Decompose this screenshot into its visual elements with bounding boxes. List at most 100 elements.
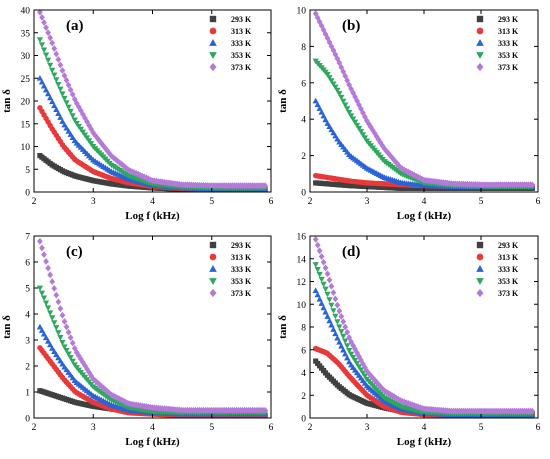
data-point: [529, 181, 536, 189]
data-point: [49, 39, 56, 47]
legend-label: 293 K: [231, 241, 252, 250]
data-point: [349, 116, 357, 123]
data-point: [43, 258, 49, 265]
data-point: [38, 290, 46, 297]
data-point: [44, 90, 52, 97]
data-point: [53, 106, 60, 113]
data-point: [338, 312, 345, 320]
data-point: [326, 297, 333, 303]
y-tick-label: 7: [25, 233, 30, 243]
data-point: [367, 372, 374, 380]
data-point: [65, 81, 72, 89]
legend-label: 353 K: [231, 51, 252, 60]
data-point: [330, 308, 337, 314]
data-point: [38, 78, 46, 85]
data-point: [354, 349, 360, 357]
data-point: [57, 305, 64, 312]
x-tick-label: 4: [150, 197, 155, 207]
data-point: [36, 75, 44, 81]
data-point: [357, 129, 365, 135]
series-353-k: [36, 285, 269, 417]
data-point: [57, 86, 64, 93]
data-point: [55, 298, 62, 306]
y-tick-label: 5: [25, 285, 30, 295]
y-tick-label: 6: [25, 259, 30, 269]
legend-label: 313 K: [231, 253, 252, 262]
y-tick-label: 8: [301, 324, 306, 334]
data-point: [312, 236, 319, 243]
data-point: [359, 370, 367, 377]
data-point: [314, 241, 321, 249]
data-point: [81, 132, 89, 139]
data-point: [316, 271, 323, 278]
data-point: [262, 406, 268, 414]
data-point: [63, 77, 70, 84]
x-tick-label: 4: [422, 197, 427, 207]
data-point: [312, 287, 319, 293]
data-point: [326, 75, 333, 81]
x-axis-title: Log f (kHz): [125, 436, 180, 448]
data-point: [51, 45, 58, 52]
legend-label: 353 K: [498, 51, 519, 60]
legend-marker: [209, 278, 217, 285]
data-point: [83, 135, 91, 141]
data-point: [63, 347, 70, 354]
data-point: [346, 347, 353, 354]
series-353-k: [36, 37, 269, 192]
data-point: [336, 91, 343, 97]
data-point: [316, 295, 323, 302]
legend-label: 313 K: [498, 27, 519, 36]
data-point: [40, 47, 48, 54]
data-point: [312, 262, 319, 268]
data-point: [320, 304, 327, 311]
data-point: [65, 104, 72, 111]
data-point: [59, 311, 66, 319]
data-point: [262, 182, 268, 190]
legend-label: 333 K: [498, 265, 519, 274]
y-tick-label: 0: [301, 189, 306, 199]
legend-label: 373 K: [498, 63, 519, 72]
legend-marker: [476, 253, 484, 261]
x-tick-label: 6: [536, 423, 541, 433]
y-tick-label: 20: [21, 98, 31, 108]
data-point: [42, 334, 50, 341]
data-point: [322, 308, 329, 315]
legend-label: 333 K: [231, 39, 252, 48]
y-tick-label: 30: [21, 52, 31, 62]
y-tick-label: 1: [25, 389, 30, 399]
x-tick-label: 4: [422, 423, 427, 433]
y-tick-label: 2: [25, 363, 30, 373]
data-point: [340, 318, 347, 326]
data-point: [379, 385, 386, 393]
data-point: [328, 282, 335, 290]
data-point: [342, 102, 349, 109]
data-point: [61, 95, 68, 102]
data-point: [55, 81, 62, 88]
data-point: [353, 122, 361, 129]
data-point: [332, 330, 339, 337]
y-tick-label: 8: [301, 43, 306, 53]
legend-marker: [476, 288, 484, 298]
panel-label: (d): [342, 244, 360, 260]
data-point: [375, 136, 382, 144]
panel-label: (a): [66, 18, 84, 34]
data-point: [39, 14, 45, 21]
legend-marker: [209, 265, 217, 272]
legend-marker: [209, 253, 217, 261]
data-point: [344, 354, 351, 361]
data-point: [47, 341, 54, 348]
data-point: [316, 247, 323, 255]
legend-label: 373 K: [231, 63, 252, 72]
data-point: [330, 47, 337, 54]
data-point: [344, 77, 351, 84]
data-point: [51, 102, 58, 109]
data-point: [318, 22, 325, 30]
data-point: [69, 339, 76, 347]
data-point: [77, 126, 84, 133]
data-point: [57, 61, 64, 69]
data-point: [387, 152, 394, 160]
data-point: [67, 108, 74, 115]
series-373-k: [312, 236, 536, 415]
data-point: [75, 123, 82, 130]
